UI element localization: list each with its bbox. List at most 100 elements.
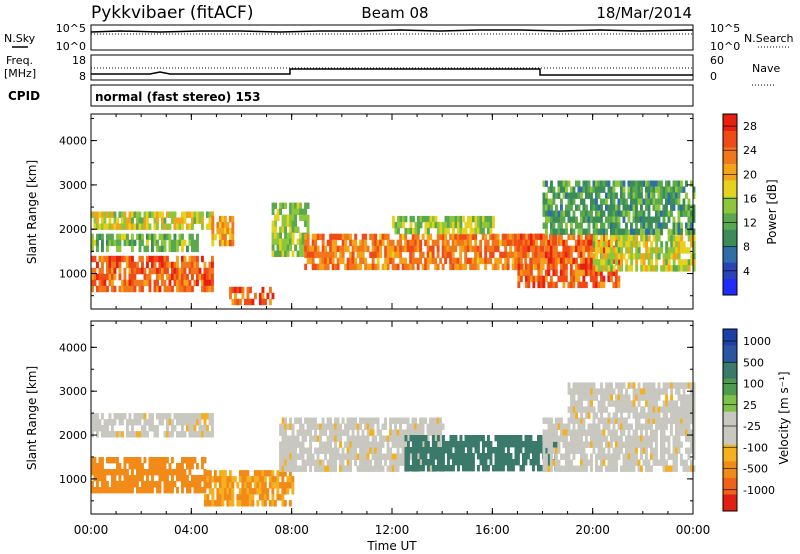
heatmap-cell <box>675 441 678 448</box>
heatmap-cell <box>241 500 245 507</box>
heatmap-cell <box>467 459 470 466</box>
heatmap-cell <box>113 255 117 263</box>
heatmap-cell <box>542 435 546 442</box>
heatmap-cell <box>545 441 548 448</box>
heatmap-cell <box>359 441 362 448</box>
heatmap-cell <box>286 482 290 489</box>
heatmap-cell <box>660 406 663 413</box>
heatmap-cell <box>409 257 413 265</box>
heatmap-cell <box>592 275 596 283</box>
heatmap-cell <box>677 235 681 242</box>
heatmap-cell <box>411 245 415 253</box>
freq-panel: Freq. [MHz] 18 8 60 0 Nave <box>4 54 780 86</box>
heatmap-cell <box>173 273 177 281</box>
heatmap-cell <box>391 465 395 472</box>
heatmap-cell <box>615 222 618 229</box>
heatmap-cell <box>111 475 114 482</box>
heatmap-cell <box>146 211 149 218</box>
heatmap-cell <box>248 488 252 495</box>
heatmap-cell <box>605 417 608 424</box>
heatmap-cell <box>146 217 149 224</box>
heatmap-cell <box>600 235 604 242</box>
heatmap-cell <box>580 210 583 217</box>
heatmap-cell <box>662 435 666 442</box>
heatmap-cell <box>136 457 139 464</box>
heatmap-cell <box>181 285 184 293</box>
heatmap-cell <box>562 429 566 436</box>
heatmap-cell <box>211 255 214 263</box>
heatmap-cell <box>625 435 628 442</box>
heatmap-cell <box>386 263 390 271</box>
heatmap-cell <box>171 419 174 426</box>
heatmap-cell <box>635 222 638 229</box>
heatmap-cell <box>577 239 581 247</box>
heatmap-cell <box>605 216 608 223</box>
heatmap-cell <box>617 281 621 289</box>
heatmap-cell <box>274 226 277 233</box>
heatmap-cell <box>329 441 332 448</box>
heatmap-cell <box>539 245 543 253</box>
heatmap-cell <box>126 457 129 464</box>
heatmap-cell <box>394 251 398 259</box>
heatmap-cell <box>206 425 209 432</box>
heatmap-cell <box>662 423 666 430</box>
heatmap-cell <box>161 267 164 275</box>
heatmap-cell <box>354 435 357 442</box>
heatmap-cell <box>291 250 295 257</box>
heatmap-cell <box>238 476 242 483</box>
heatmap-cell <box>632 382 636 389</box>
heatmap-cell <box>243 488 247 495</box>
heatmap-cell <box>577 400 581 407</box>
heatmap-cell <box>587 180 591 187</box>
heatmap-cell <box>637 192 641 199</box>
heatmap-cell <box>514 251 518 259</box>
heatmap-cell <box>329 423 332 430</box>
heatmap-cell <box>497 441 500 448</box>
heatmap-cell <box>319 429 322 436</box>
heatmap-cell <box>630 406 633 413</box>
heatmap-cell <box>218 488 222 495</box>
heatmap-cell <box>670 241 674 248</box>
heatmap-cell <box>181 463 184 470</box>
heatmap-cell <box>630 265 634 272</box>
heatmap-cell <box>489 227 493 235</box>
heatmap-cell <box>577 186 581 193</box>
heatmap-cell <box>687 228 691 235</box>
heatmap-cell <box>590 382 593 389</box>
heatmap-cell <box>203 457 207 464</box>
heatmap-cell <box>299 441 302 448</box>
heatmap-cell <box>637 412 641 419</box>
heatmap-cell <box>645 441 648 448</box>
heatmap-cell <box>173 245 177 253</box>
heatmap-cell <box>411 423 415 430</box>
heatmap-cell <box>183 273 187 281</box>
heatmap-cell <box>399 215 403 223</box>
heatmap-cell <box>386 447 390 454</box>
heatmap-cell <box>667 192 671 199</box>
heatmap-cell <box>106 487 109 494</box>
heatmap-cell <box>597 192 601 199</box>
heatmap-cell <box>269 286 272 294</box>
heatmap-cell <box>627 247 631 254</box>
heatmap-cell <box>359 239 363 247</box>
heatmap-cell <box>121 279 124 287</box>
heatmap-cell <box>489 221 493 229</box>
heatmap-cell <box>672 382 676 389</box>
heatmap-cell <box>547 186 551 193</box>
heatmap-cell <box>537 269 541 277</box>
heatmap-cell <box>677 192 681 199</box>
heatmap-cell <box>108 279 112 287</box>
heatmap-cell <box>439 459 443 466</box>
heatmap-cell <box>554 263 558 271</box>
heatmap-cell <box>692 388 696 395</box>
heatmap-cell <box>306 226 310 233</box>
heatmap-cell <box>101 475 104 482</box>
heatmap-cell <box>519 245 523 253</box>
heatmap-cell <box>136 413 139 420</box>
heatmap-cell <box>173 239 177 247</box>
heatmap-cell <box>635 192 638 199</box>
heatmap-cell <box>251 494 255 501</box>
heatmap-cell <box>409 251 413 259</box>
heatmap-cell <box>193 475 197 482</box>
heatmap-cell <box>454 459 458 466</box>
